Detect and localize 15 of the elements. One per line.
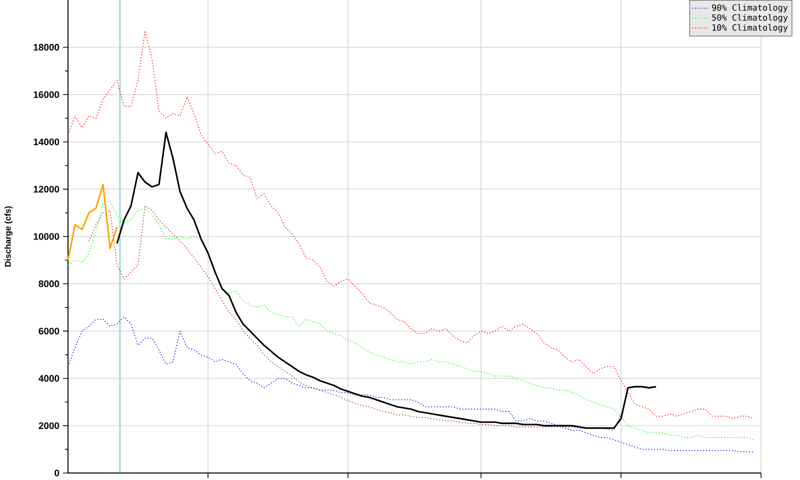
y-tick-label: 18000: [34, 44, 60, 51]
line-series: [67, 184, 118, 261]
legend-label: 90% Climatology: [712, 4, 788, 12]
y-tick-label: 16000: [34, 91, 60, 98]
y-tick-label: 0: [54, 470, 60, 476]
y-tick-label: 6000: [38, 328, 60, 334]
y-axis-title: Discharge (cfs): [4, 206, 13, 267]
y-tick-label: 14000: [34, 138, 60, 146]
y-tick-label: 8000: [38, 280, 60, 288]
y-tick-label: 4000: [38, 375, 60, 382]
y-tick-label: 12000: [34, 186, 60, 193]
legend-label: 50% Climatology: [712, 14, 788, 22]
y-tick-label: 10000: [34, 233, 60, 240]
y-tick-label: 2000: [38, 422, 60, 430]
legend-label: 10% Climatology: [712, 24, 788, 32]
